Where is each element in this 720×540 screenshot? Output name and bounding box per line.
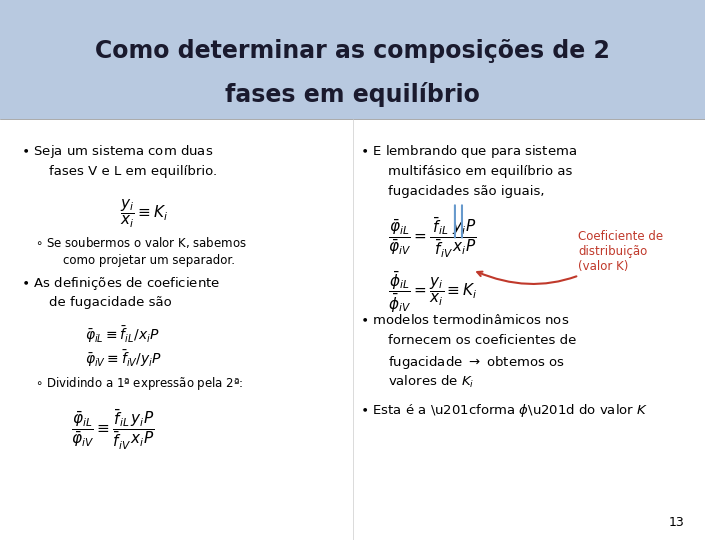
Text: $\circ$ Se soubermos o valor K, sabemos: $\circ$ Se soubermos o valor K, sabemos [35,235,247,250]
Text: $\bullet$ E lembrando que para sistema: $\bullet$ E lembrando que para sistema [360,143,577,160]
Text: $\bullet$ Esta é a \u201cforma $\phi$\u201d do valor $K$: $\bullet$ Esta é a \u201cforma $\phi$\u2… [360,402,648,419]
Text: fornecem os coeficientes de: fornecem os coeficientes de [388,334,576,347]
Text: $\dfrac{\bar{\phi}_{iL}}{\bar{\phi}_{iV}} = \dfrac{y_i}{x_i} \equiv K_i$: $\dfrac{\bar{\phi}_{iL}}{\bar{\phi}_{iV}… [388,270,477,315]
Text: $\dfrac{\bar{\varphi}_{iL}}{\bar{\varphi}_{iV}} = \dfrac{\bar{f}_{iL}}{\ \bar{f}: $\dfrac{\bar{\varphi}_{iL}}{\bar{\varphi… [388,216,476,260]
Text: $\dfrac{y_i}{x_i} \equiv K_i$: $\dfrac{y_i}{x_i} \equiv K_i$ [120,197,168,230]
Text: Como determinar as composições de 2: Como determinar as composições de 2 [95,39,610,63]
Text: Coeficiente de
distribuição
(valor K): Coeficiente de distribuição (valor K) [477,230,663,284]
Text: $\dfrac{\bar{\varphi}_{iL}}{\bar{\varphi}_{iV}} \equiv \dfrac{\bar{f}_{iL}}{\bar: $\dfrac{\bar{\varphi}_{iL}}{\bar{\varphi… [71,408,154,452]
Text: $\bar{\varphi}_{iL} \equiv \bar{f}_{iL}/x_i P$: $\bar{\varphi}_{iL} \equiv \bar{f}_{iL}/… [85,324,159,345]
Text: $\circ$ Dividindo a 1ª expressão pela 2ª:: $\circ$ Dividindo a 1ª expressão pela 2ª… [35,375,243,392]
Text: fugacidades são iguais,: fugacidades são iguais, [388,185,544,198]
Text: $\bullet$ As definições de coeficiente: $\bullet$ As definições de coeficiente [21,275,220,292]
Text: de fugacidade são: de fugacidade são [50,296,172,309]
Text: como projetar um separador.: como projetar um separador. [63,254,235,267]
Text: valores de $K_i$: valores de $K_i$ [388,374,474,390]
Text: $\bar{\varphi}_{iV} \equiv \bar{f}_{iV}/y_i P$: $\bar{\varphi}_{iV} \equiv \bar{f}_{iV}/… [85,348,162,369]
Text: fugacidade $\rightarrow$ obtemos os: fugacidade $\rightarrow$ obtemos os [388,354,564,370]
Text: fases V e L em equilíbrio.: fases V e L em equilíbrio. [50,165,217,178]
Text: multifásico em equilíbrio as: multifásico em equilíbrio as [388,165,572,178]
Text: fases em equilíbrio: fases em equilíbrio [225,82,480,107]
FancyBboxPatch shape [0,0,706,119]
Text: 13: 13 [668,516,684,529]
Text: $\bullet$ Seja um sistema com duas: $\bullet$ Seja um sistema com duas [21,143,214,160]
Text: $\bullet$ modelos termodinâmicos nos: $\bullet$ modelos termodinâmicos nos [360,313,569,327]
